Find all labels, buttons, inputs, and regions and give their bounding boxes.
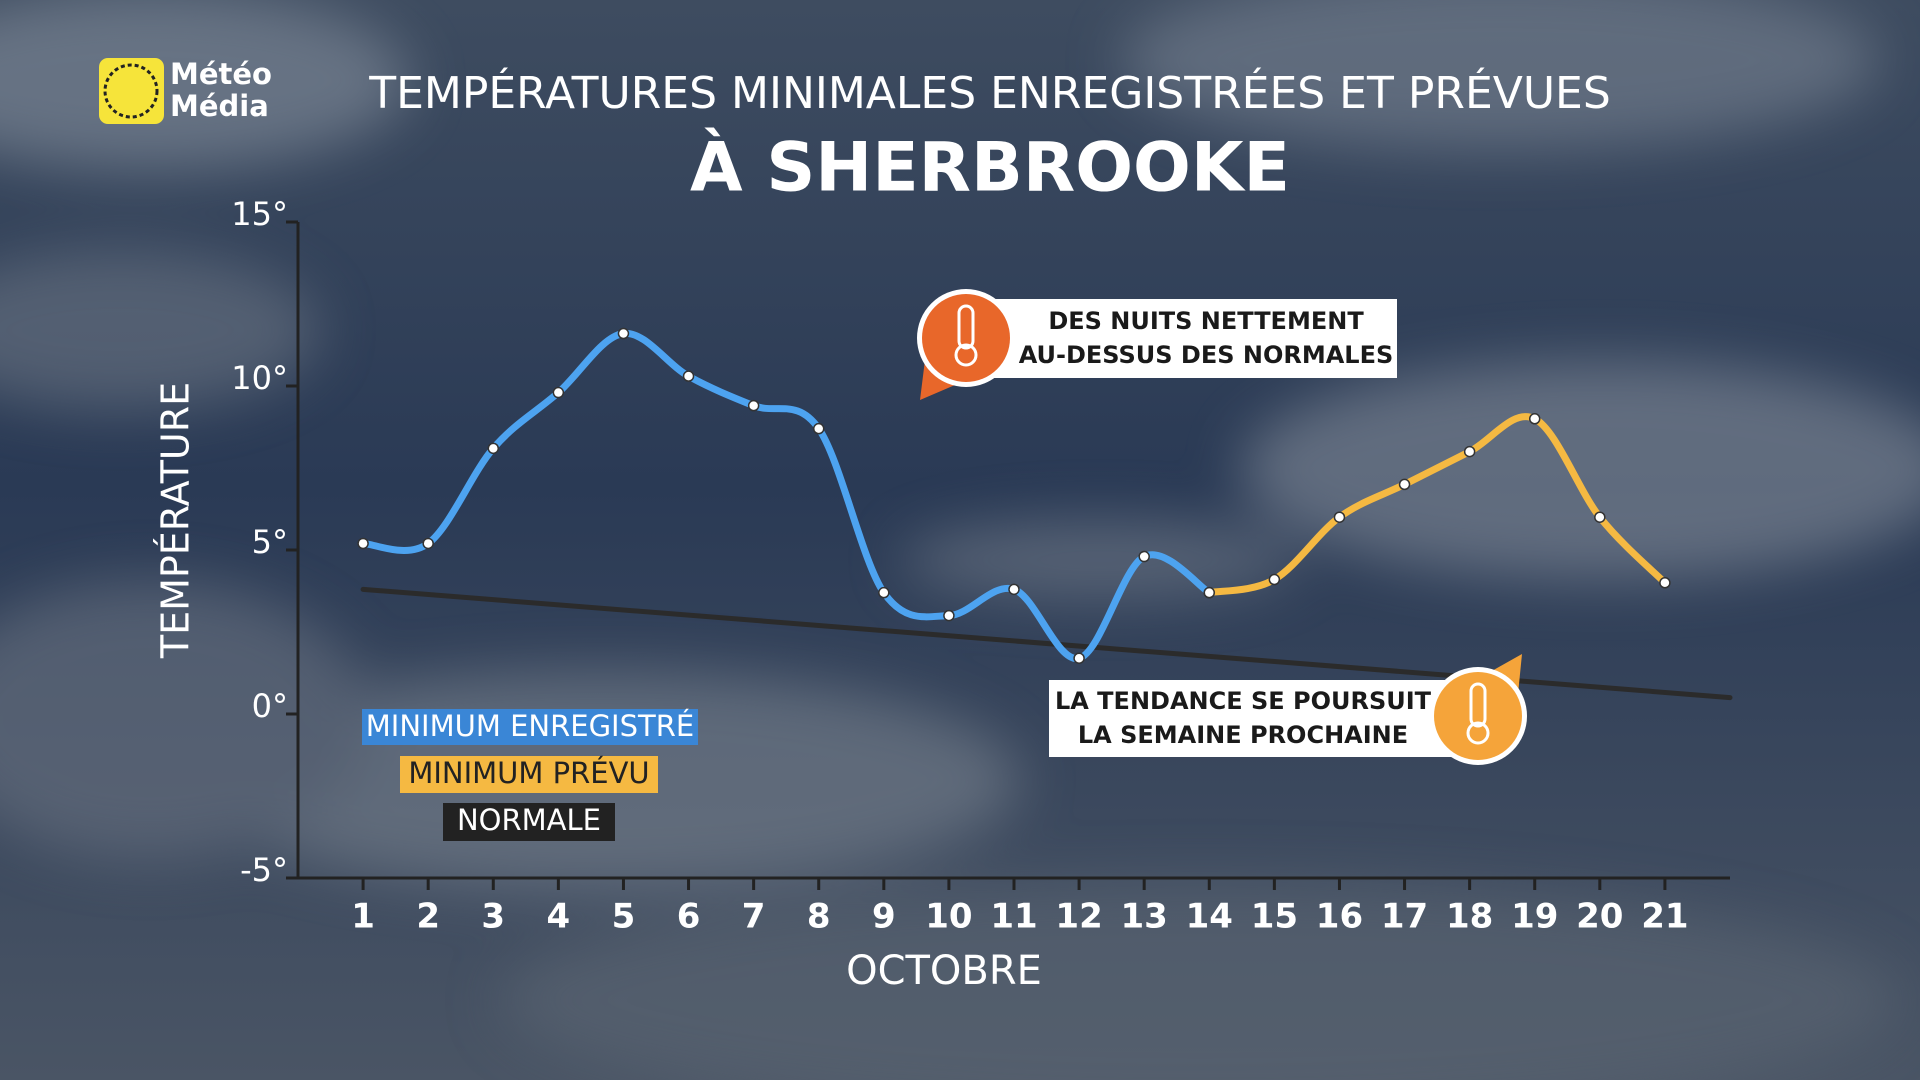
data-point bbox=[487, 442, 500, 455]
y-axis-label: TEMPÉRATURE bbox=[154, 382, 198, 659]
x-tick-label: 8 bbox=[807, 897, 831, 937]
logo-text: Média bbox=[170, 89, 269, 123]
y-tick-label: -5° bbox=[240, 851, 288, 889]
data-point bbox=[1138, 550, 1150, 563]
y-tick-label: 10° bbox=[231, 359, 288, 397]
series-line bbox=[1205, 413, 1669, 597]
data-point bbox=[1659, 577, 1671, 589]
x-axis-label: OCTOBRE bbox=[846, 948, 1042, 994]
x-tick-label: 14 bbox=[1186, 897, 1233, 937]
logo-text: Météo bbox=[170, 57, 272, 91]
annotation-box bbox=[965, 299, 1397, 378]
x-tick-label: 4 bbox=[547, 897, 571, 937]
data-point bbox=[1528, 413, 1541, 425]
x-tick-label: 5 bbox=[612, 897, 636, 937]
x-tick-label: 9 bbox=[872, 897, 896, 937]
x-tick-label: 1 bbox=[351, 897, 375, 937]
logo-mark bbox=[99, 58, 164, 124]
annotation-text: DES NUITS NETTEMENT bbox=[1048, 307, 1364, 335]
y-tick-label: 5° bbox=[252, 523, 288, 561]
legend-swatch bbox=[443, 803, 615, 841]
data-point bbox=[1594, 511, 1606, 523]
x-tick-label: 21 bbox=[1641, 897, 1688, 937]
data-point bbox=[1203, 586, 1216, 599]
data-point bbox=[1073, 652, 1085, 664]
annotation-box bbox=[1049, 680, 1488, 757]
logo-globe bbox=[103, 63, 159, 119]
annotation-icon bbox=[1429, 654, 1527, 765]
data-point bbox=[1463, 445, 1476, 458]
x-tick-label: 12 bbox=[1055, 897, 1102, 937]
annotation-text: AU-DESSUS DES NORMALES bbox=[1019, 341, 1394, 369]
data-point bbox=[943, 609, 955, 622]
annotation-icon bbox=[917, 289, 1015, 400]
x-tick-label: 11 bbox=[990, 897, 1037, 937]
chart-title: TEMPÉRATURES MINIMALES ENREGISTRÉES ET P… bbox=[368, 66, 1611, 119]
data-point bbox=[682, 370, 695, 382]
data-point bbox=[1008, 583, 1020, 596]
x-tick-label: 13 bbox=[1121, 897, 1168, 937]
data-point bbox=[878, 586, 890, 599]
x-tick-label: 19 bbox=[1511, 897, 1558, 937]
x-tick-label: 2 bbox=[416, 897, 440, 937]
x-tick-label: 10 bbox=[925, 897, 972, 937]
data-point bbox=[1268, 573, 1281, 586]
data-point bbox=[812, 422, 825, 435]
x-tick-label: 7 bbox=[742, 897, 766, 937]
data-point bbox=[1333, 511, 1346, 523]
y-tick-label: 0° bbox=[252, 687, 288, 725]
annotation-text: LA SEMAINE PROCHAINE bbox=[1078, 721, 1408, 749]
data-point bbox=[747, 399, 760, 412]
legend-label: MINIMUM ENREGISTRÉ bbox=[366, 709, 694, 743]
x-tick-label: 16 bbox=[1316, 897, 1363, 937]
x-tick-label: 20 bbox=[1576, 897, 1623, 937]
data-point bbox=[357, 537, 369, 550]
x-tick-label: 3 bbox=[481, 897, 505, 937]
x-tick-label: 18 bbox=[1446, 897, 1493, 937]
legend-swatch bbox=[400, 756, 658, 793]
data-point bbox=[422, 537, 434, 550]
legend-label: NORMALE bbox=[457, 803, 601, 837]
x-tick-label: 15 bbox=[1251, 897, 1298, 937]
y-tick-label: 15° bbox=[231, 195, 288, 233]
x-tick-label: 6 bbox=[677, 897, 701, 937]
annotation-text: LA TENDANCE SE POURSUIT bbox=[1055, 687, 1432, 715]
legend-label: MINIMUM PRÉVU bbox=[408, 756, 649, 790]
legend-swatch bbox=[362, 709, 698, 745]
data-point bbox=[1398, 478, 1411, 491]
data-point bbox=[552, 386, 565, 399]
data-point bbox=[617, 327, 630, 340]
chart-subtitle: À SHERBROOKE bbox=[690, 128, 1290, 208]
x-tick-label: 17 bbox=[1381, 897, 1428, 937]
